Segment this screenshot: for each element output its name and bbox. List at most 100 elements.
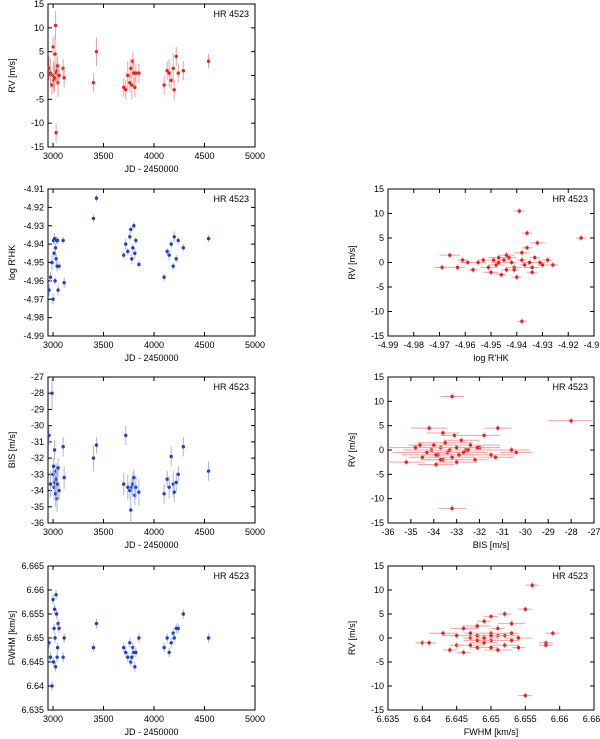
data-point xyxy=(128,488,132,493)
data-point xyxy=(459,438,463,442)
data-point xyxy=(169,641,173,645)
x-tick-label: 4000 xyxy=(144,340,164,350)
data-point xyxy=(450,394,454,399)
x-tick-label: -36 xyxy=(381,527,394,537)
data-point xyxy=(51,464,56,468)
data-point xyxy=(172,88,176,92)
x-tick-label: -33 xyxy=(450,527,463,537)
data-point xyxy=(53,52,57,56)
data-point xyxy=(441,631,445,635)
y-tick-label: 10 xyxy=(34,23,44,33)
y-tick-label: -4.97 xyxy=(23,294,44,304)
plot-frame xyxy=(47,188,256,337)
data-point xyxy=(52,76,57,80)
x-axis-label: JD - 2450000 xyxy=(124,540,178,550)
data-point xyxy=(502,258,506,262)
data-point xyxy=(57,264,61,268)
data-point xyxy=(441,431,445,435)
data-point xyxy=(48,275,53,279)
y-axis-label: RV [m/s] xyxy=(347,621,357,655)
data-point xyxy=(122,645,126,650)
data-point xyxy=(496,426,500,430)
data-point xyxy=(62,636,66,640)
data-point xyxy=(448,648,452,652)
chart-rv_vs_bis: -36 -35 -34 -33 -32 -31 -30 -29 -28 -27 -15 -10 -5 0 5… xyxy=(347,372,600,550)
data-point xyxy=(482,433,486,438)
y-tick-label: -36 xyxy=(31,518,44,528)
x-tick-label: -27 xyxy=(587,527,600,537)
data-point xyxy=(579,236,583,240)
data-point xyxy=(452,433,457,438)
data-point xyxy=(54,131,58,135)
data-point xyxy=(425,450,429,455)
data-point xyxy=(171,264,175,268)
data-point xyxy=(169,242,173,246)
data-point xyxy=(530,270,534,274)
data-point xyxy=(51,297,55,301)
y-axis-label: RV [m/s] xyxy=(7,58,17,92)
chart-title: HR 4523 xyxy=(213,9,249,19)
x-tick-label: 3500 xyxy=(94,714,114,724)
x-tick-label: 6.65 xyxy=(482,714,500,724)
x-tick-label: 6.655 xyxy=(514,714,537,724)
data-point xyxy=(94,196,99,200)
x-tick-label: -35 xyxy=(404,527,417,537)
data-point xyxy=(468,443,473,447)
data-point xyxy=(206,636,211,640)
x-tick-label: -4.95 xyxy=(481,340,502,350)
data-point xyxy=(53,636,57,640)
data-point xyxy=(514,450,518,455)
data-point xyxy=(455,265,460,270)
data-point xyxy=(55,238,60,243)
data-point xyxy=(56,466,60,470)
y-tick-label: 6.655 xyxy=(21,609,44,619)
data-point xyxy=(53,246,58,250)
x-tick-label: 6.635 xyxy=(377,714,400,724)
data-point xyxy=(427,641,431,645)
data-point xyxy=(124,650,128,655)
chart-title: HR 4523 xyxy=(552,194,588,204)
y-tick-label: -15 xyxy=(31,142,44,152)
data-point xyxy=(162,275,166,279)
y-axis-label: log R'HK xyxy=(7,245,17,280)
data-point xyxy=(128,641,132,645)
plot-frame xyxy=(47,3,256,148)
data-point xyxy=(134,485,138,490)
data-point xyxy=(504,253,509,257)
data-point xyxy=(418,443,422,447)
data-point xyxy=(523,693,528,698)
y-tick-label: -10 xyxy=(371,307,384,317)
data-point xyxy=(169,78,173,82)
y-tick-label: 6.64 xyxy=(26,681,44,691)
y-tick-label: 6.635 xyxy=(21,705,44,715)
y-tick-label: 5 xyxy=(379,609,384,619)
data-point xyxy=(48,71,53,75)
data-point xyxy=(438,458,443,462)
y-tick-label: 10 xyxy=(374,396,384,406)
x-tick-label: 4000 xyxy=(144,714,164,724)
data-point xyxy=(420,455,425,459)
data-point xyxy=(176,626,180,631)
y-tick-label: -29 xyxy=(31,404,44,414)
x-tick-label: 3500 xyxy=(94,527,114,537)
y-tick-label: -31 xyxy=(31,437,44,447)
y-tick-label: -5 xyxy=(376,469,384,479)
data-point xyxy=(174,480,178,485)
y-tick-label: 6.665 xyxy=(21,561,44,571)
data-point xyxy=(454,460,459,464)
data-point xyxy=(432,443,436,447)
data-point xyxy=(527,260,532,265)
data-point xyxy=(538,260,542,265)
x-tick-label: 5000 xyxy=(245,527,265,537)
x-tick-label: -4.94 xyxy=(506,340,527,350)
data-point xyxy=(482,619,486,623)
y-tick-label: -35 xyxy=(31,502,44,512)
chart-rhk_time: 3000 3500 4000 4500 5000 -4.99 -4.98 -4.97 -4.96… xyxy=(7,184,265,363)
plot-frame xyxy=(47,376,256,524)
data-point xyxy=(167,253,171,257)
data-point xyxy=(130,83,134,87)
x-tick-label: -28 xyxy=(565,527,578,537)
chart-rv_time: 3000 3500 4000 4500 5000 -15 -10 -5 0 5 10 15 HR 452… xyxy=(7,0,265,174)
data-point xyxy=(47,288,51,292)
x-axis-label: JD - 2450000 xyxy=(124,353,178,363)
